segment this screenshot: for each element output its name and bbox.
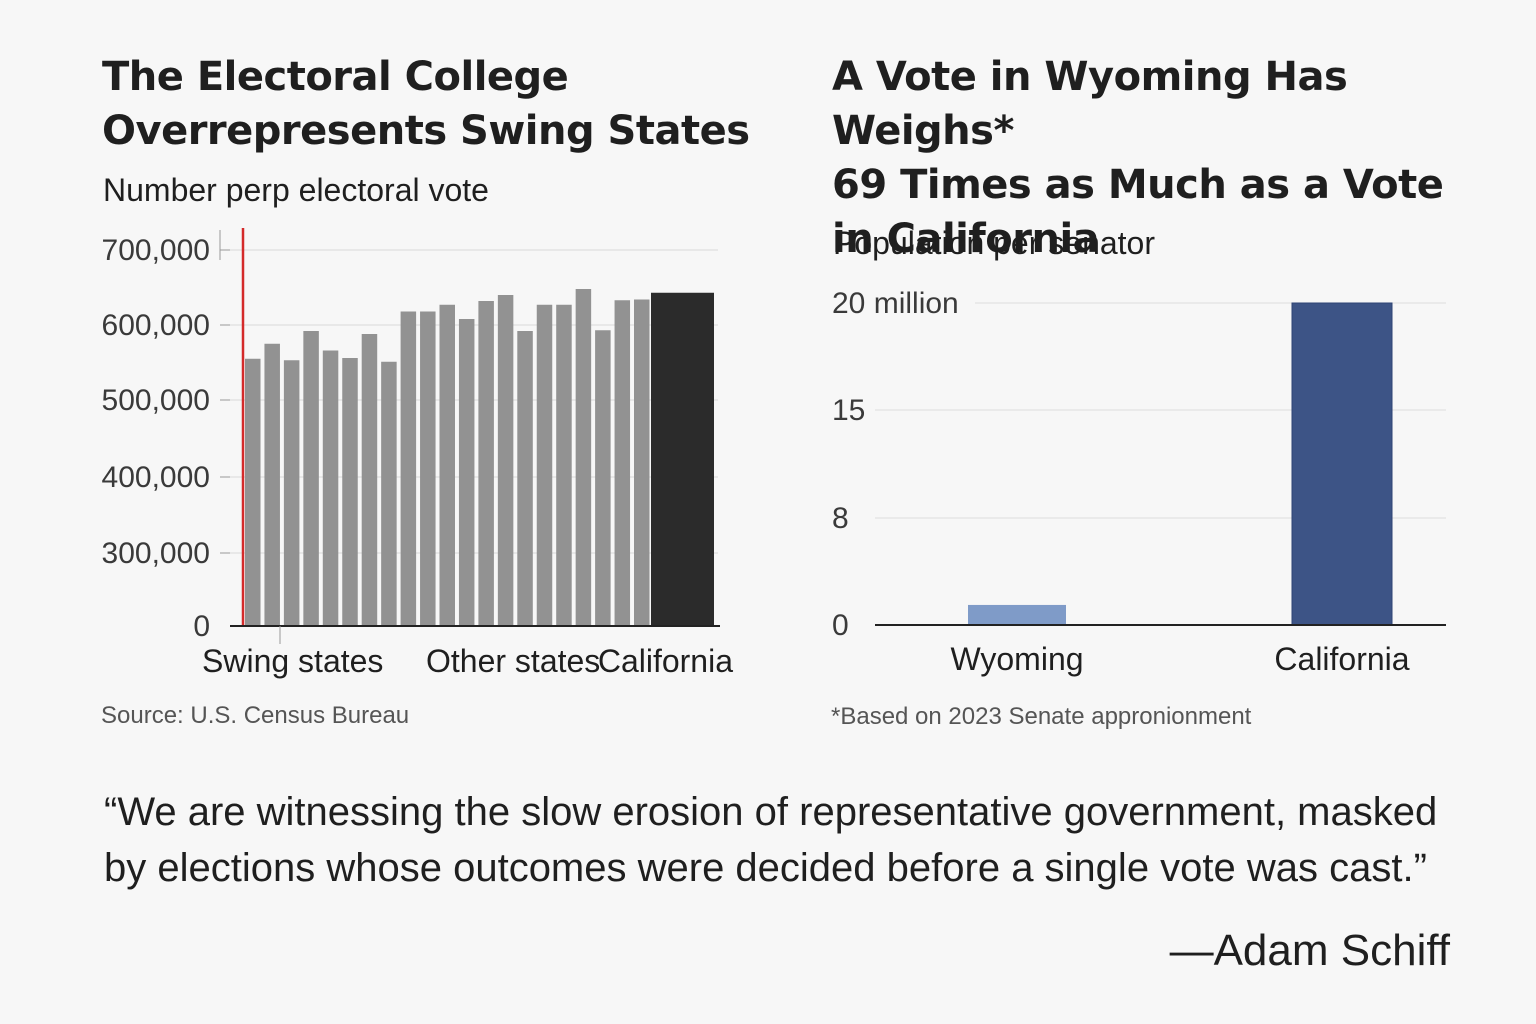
quote-text: “We are witnessing the slow erosion of r…	[104, 784, 1444, 896]
bar	[458, 319, 475, 626]
left-chart-title: The Electoral College Overrepresents Swi…	[102, 50, 750, 158]
bar	[400, 311, 417, 626]
quote-line1: “We are witnessing the slow erosion of r…	[104, 790, 1438, 834]
bar	[497, 295, 514, 626]
bar	[264, 343, 280, 626]
y-tick-label: 0	[193, 610, 210, 643]
x-label-california: California	[1274, 641, 1409, 677]
bar	[381, 361, 397, 626]
quote-line2: by elections whose outcomes were decided…	[104, 846, 1427, 890]
bar	[478, 301, 494, 626]
y-tick-label: 500,000	[102, 384, 210, 417]
bar	[303, 331, 319, 626]
left-bar-chart: 700,000 600,000 500,000 400,000 300,000 0Swin…	[102, 228, 733, 679]
bar	[575, 289, 592, 626]
bar	[614, 300, 631, 626]
y-tick-label: 20 million	[832, 287, 959, 320]
y-tick-label: 700,000	[102, 234, 210, 267]
y-tick-label: 0	[832, 609, 849, 642]
right-bar-chart: 20 million 15 8 0 Wyoming California	[832, 287, 1446, 677]
right-title-line1: A Vote in Wyoming Has Weighs*	[832, 54, 1348, 154]
x-label-other-states: Other states	[426, 643, 600, 679]
y-tick-label: 600,000	[102, 309, 210, 342]
bar	[439, 304, 455, 626]
bar	[536, 304, 553, 626]
x-label-swing-states: Swing states	[202, 643, 383, 679]
x-label-california: California	[598, 643, 733, 679]
right-chart-title: A Vote in Wyoming Has Weighs* 69 Times a…	[832, 50, 1536, 266]
bar	[556, 304, 572, 626]
right-chart-footnote: *Based on 2023 Senate appronionment	[831, 703, 1252, 730]
bar	[283, 360, 300, 626]
right-title-line3: in California	[832, 216, 1100, 262]
y-tick-label: 300,000	[102, 537, 210, 570]
right-chart-subtitle: Population per senator	[833, 225, 1155, 261]
bar	[361, 334, 378, 626]
bar-wyoming	[968, 604, 1066, 625]
y-tick-label: 8	[832, 502, 849, 535]
bar-california	[651, 292, 714, 626]
x-label-wyoming: Wyoming	[950, 641, 1083, 677]
left-title-line1: The Electoral College	[102, 54, 569, 100]
right-title-line2: 69 Times as Much as a Vote	[832, 162, 1444, 208]
bar	[342, 358, 358, 626]
y-tick-label: 400,000	[102, 461, 210, 494]
bar-california	[1291, 302, 1393, 626]
bar	[634, 299, 650, 626]
left-chart-source: Source: U.S. Census Bureau	[101, 702, 410, 729]
y-tick-label: 15	[832, 394, 865, 427]
quote-attribution: —Adam Schiff	[1169, 926, 1450, 975]
left-title-line2: Overrepresents Swing States	[102, 108, 750, 154]
left-chart-subtitle: Number perp electoral vote	[103, 172, 489, 208]
bar	[517, 331, 533, 626]
bar	[245, 358, 261, 626]
bar	[420, 311, 436, 626]
bar	[595, 330, 611, 626]
bar	[322, 350, 339, 626]
